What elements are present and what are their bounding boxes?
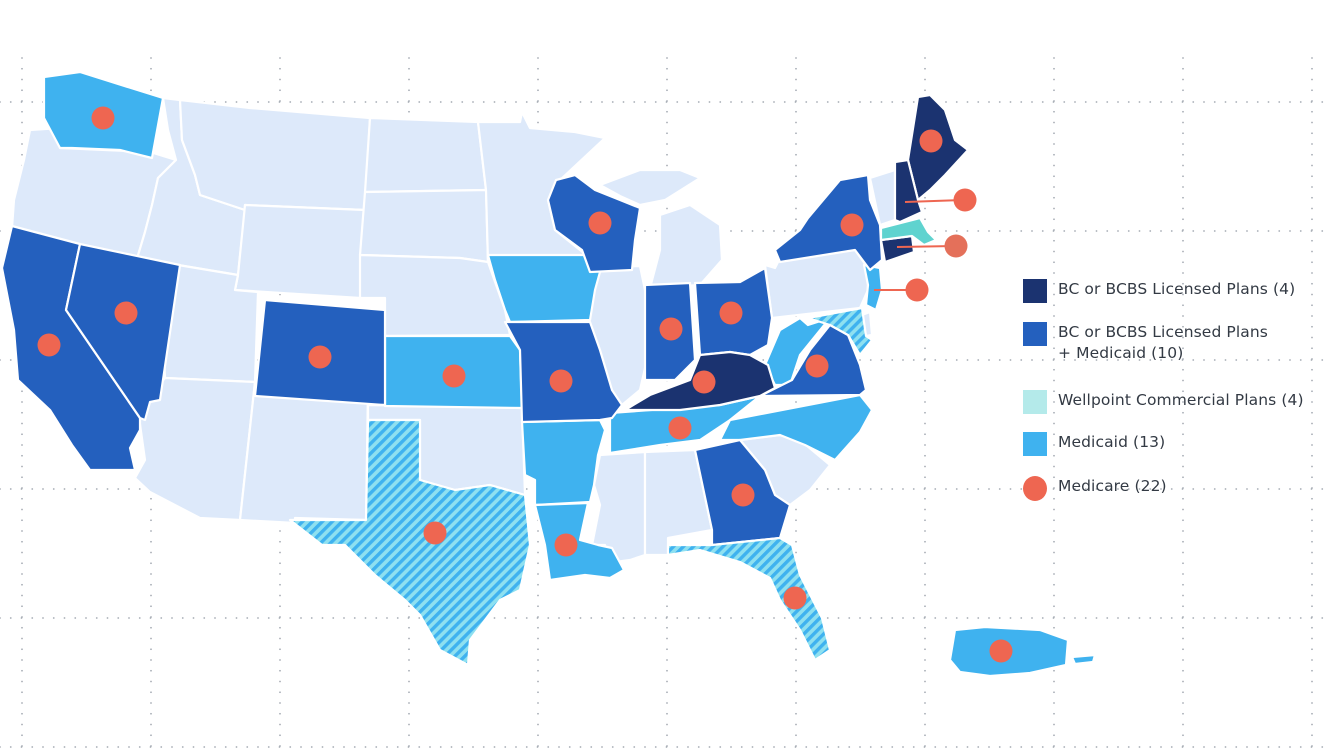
legend-swatch-medicare-circle-icon xyxy=(1023,476,1047,501)
medicare-marker-co[interactable] xyxy=(308,345,332,369)
state-new-hampshire[interactable] xyxy=(893,158,924,224)
legend-item-wellpoint-commercial: Wellpoint Commercial Plans (4) xyxy=(1023,390,1304,414)
legend-item-bcbs: BC or BCBS Licensed Plans (4) xyxy=(1023,279,1295,303)
legend-label-bcbs-medicaid: BC or BCBS Licensed Plans + Medicaid (10… xyxy=(1058,323,1268,362)
medicare-marker-tn[interactable] xyxy=(668,416,692,440)
legend-label-wellpoint-commercial: Wellpoint Commercial Plans (4) xyxy=(1058,391,1304,409)
state-puerto-rico[interactable] xyxy=(948,625,1097,678)
legend-swatch-wellpoint-commercial xyxy=(1023,390,1047,414)
state-arkansas[interactable] xyxy=(520,418,607,507)
state-south-dakota[interactable] xyxy=(358,188,490,264)
medicare-marker-pr[interactable] xyxy=(989,639,1013,663)
state-maryland[interactable] xyxy=(806,306,874,357)
medicare-marker-wi[interactable] xyxy=(588,211,612,235)
medicare-marker-nv[interactable] xyxy=(114,301,138,325)
medicare-marker-nj[interactable] xyxy=(905,278,929,302)
medicare-marker-ca[interactable] xyxy=(37,333,61,357)
medicare-marker-fl[interactable] xyxy=(783,586,807,610)
state-north-dakota[interactable] xyxy=(363,116,488,194)
legend-swatch-bcbs xyxy=(1023,279,1047,303)
state-wyoming[interactable] xyxy=(233,203,367,300)
legend-item-bcbs-medicaid: BC or BCBS Licensed Plans + Medicaid (10… xyxy=(1023,322,1268,364)
state-iowa[interactable] xyxy=(486,253,602,324)
medicare-markers xyxy=(37,106,1013,663)
legend-label-medicaid: Medicaid (13) xyxy=(1058,433,1166,451)
state-louisiana[interactable] xyxy=(533,501,626,582)
medicare-marker-la[interactable] xyxy=(554,533,578,557)
legend-label-bcbs: BC or BCBS Licensed Plans (4) xyxy=(1058,280,1296,298)
state-north-carolina[interactable] xyxy=(718,393,874,462)
medicare-marker-mo[interactable] xyxy=(549,369,573,393)
medicare-marker-ny[interactable] xyxy=(840,213,864,237)
medicare-marker-nh[interactable] xyxy=(953,188,977,212)
state-new-jersey[interactable] xyxy=(862,263,884,312)
state-nevada[interactable] xyxy=(64,242,182,422)
state-massachusetts[interactable] xyxy=(879,216,938,247)
medicare-marker-tx[interactable] xyxy=(423,521,447,545)
legend-label-medicare: Medicare (22) xyxy=(1058,477,1167,495)
state-montana[interactable] xyxy=(178,98,372,212)
medicare-marker-in[interactable] xyxy=(659,317,683,341)
medicare-marker-ks[interactable] xyxy=(442,364,466,388)
medicare-marker-va[interactable] xyxy=(805,354,829,378)
state-texas[interactable] xyxy=(288,418,532,667)
legend-item-medicaid: Medicaid (13) xyxy=(1023,432,1165,456)
wellpoint-states xyxy=(288,216,938,667)
legend-swatch-medicaid xyxy=(1023,432,1047,456)
state-new-york[interactable] xyxy=(773,173,884,272)
medicare-marker-ky[interactable] xyxy=(692,370,716,394)
uncovered-states xyxy=(10,96,897,565)
state-michigan[interactable] xyxy=(598,168,724,290)
medicare-marker-ga[interactable] xyxy=(731,483,755,507)
medicare-marker-ct[interactable] xyxy=(944,234,968,258)
medicare-marker-oh[interactable] xyxy=(719,301,743,325)
state-florida[interactable] xyxy=(666,536,832,662)
legend-item-medicare: Medicare (22) xyxy=(1023,476,1167,501)
medicare-marker-wa[interactable] xyxy=(91,106,115,130)
legend-swatch-bcbs-medicaid xyxy=(1023,322,1047,346)
medicare-marker-me[interactable] xyxy=(919,129,943,153)
